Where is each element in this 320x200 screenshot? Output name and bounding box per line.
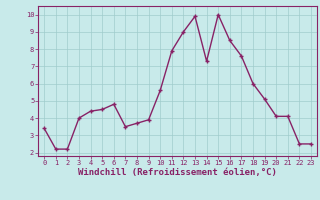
X-axis label: Windchill (Refroidissement éolien,°C): Windchill (Refroidissement éolien,°C) [78, 168, 277, 177]
